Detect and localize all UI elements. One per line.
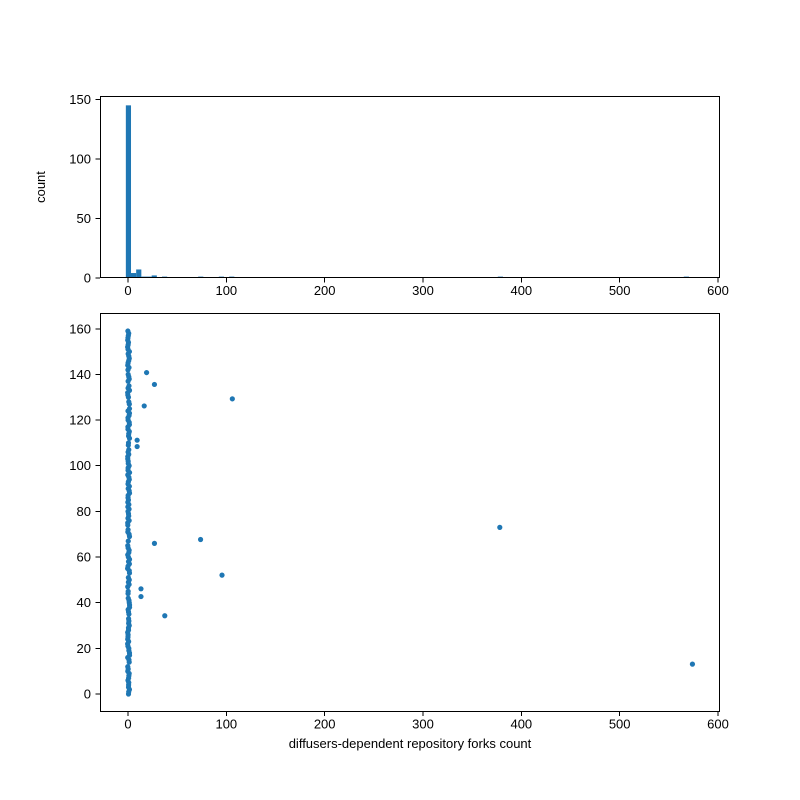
svg-text:count: count	[33, 171, 48, 203]
svg-text:diffusers-dependent repository: diffusers-dependent repository forks cou…	[289, 736, 532, 751]
svg-text:100: 100	[69, 458, 91, 473]
svg-text:0: 0	[124, 717, 131, 732]
svg-text:0: 0	[84, 270, 91, 285]
svg-text:0: 0	[84, 687, 91, 702]
svg-text:500: 500	[609, 283, 631, 298]
svg-text:60: 60	[77, 550, 91, 565]
svg-text:300: 300	[412, 283, 434, 298]
svg-text:600: 600	[707, 717, 729, 732]
svg-text:50: 50	[77, 211, 91, 226]
svg-text:400: 400	[510, 283, 532, 298]
svg-text:200: 200	[314, 717, 336, 732]
svg-text:100: 100	[215, 717, 237, 732]
svg-text:120: 120	[69, 413, 91, 428]
svg-text:200: 200	[314, 283, 336, 298]
svg-text:160: 160	[69, 321, 91, 336]
svg-text:100: 100	[69, 151, 91, 166]
svg-text:0: 0	[124, 283, 131, 298]
svg-text:100: 100	[215, 283, 237, 298]
svg-text:150: 150	[69, 92, 91, 107]
svg-text:140: 140	[69, 367, 91, 382]
svg-text:300: 300	[412, 717, 434, 732]
svg-text:20: 20	[77, 641, 91, 656]
svg-text:500: 500	[609, 717, 631, 732]
svg-text:80: 80	[77, 504, 91, 519]
svg-text:600: 600	[707, 283, 729, 298]
svg-text:40: 40	[77, 595, 91, 610]
svg-text:400: 400	[510, 717, 532, 732]
